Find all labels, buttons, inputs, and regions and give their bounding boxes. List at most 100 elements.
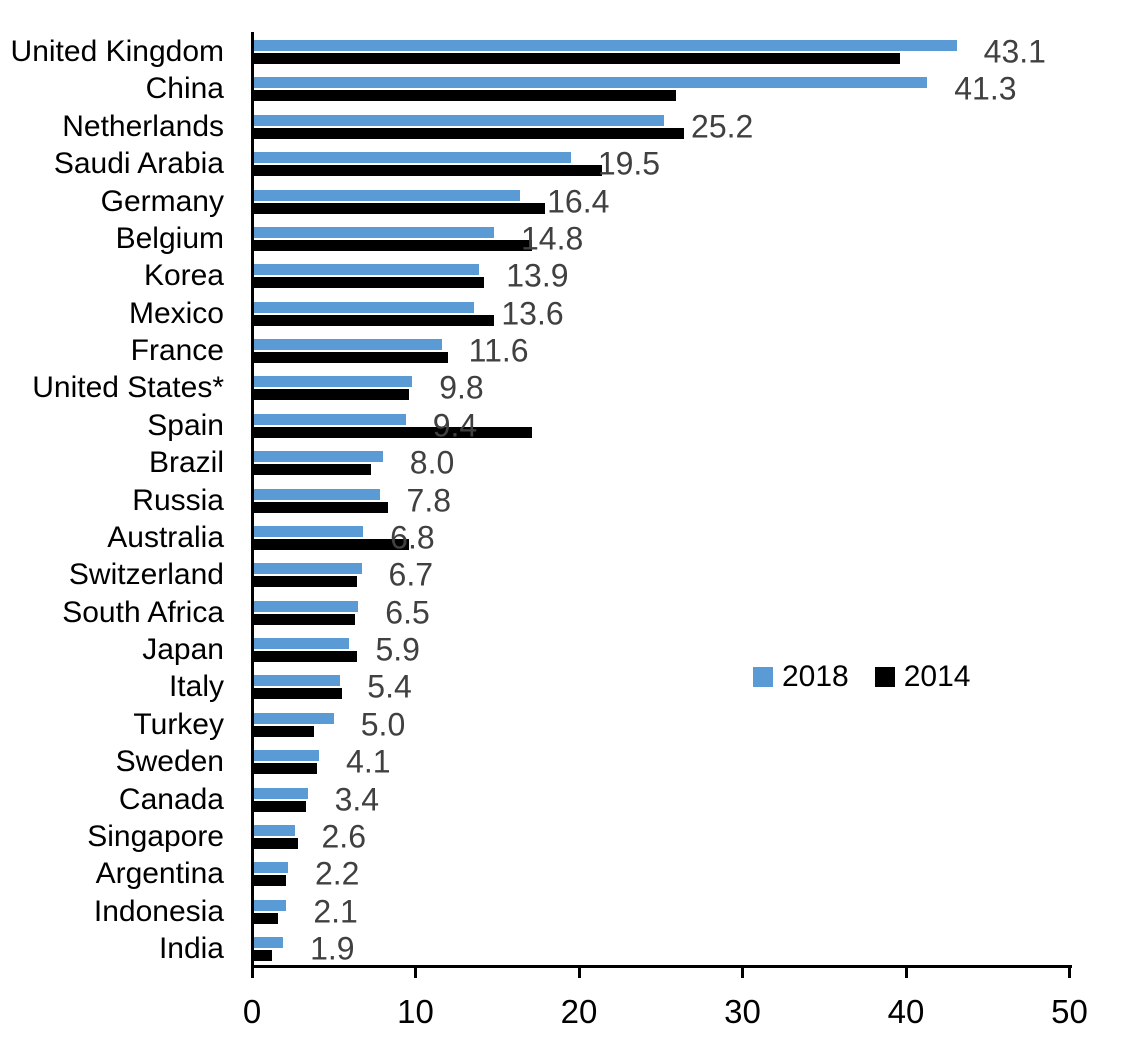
x-tick-mark [250,967,254,978]
value-label: 43.1 [983,33,1046,70]
legend-swatch-icon [874,667,895,687]
value-label: 8.0 [409,444,455,481]
bar-2014 [252,763,318,775]
x-tick-mark [904,967,908,978]
bar-2018 [252,264,480,276]
bar-2018 [252,600,359,612]
x-tick-label: 10 [397,993,434,1030]
x-tick-label: 0 [242,993,262,1030]
bar-2014 [252,202,545,214]
value-label: 13.9 [506,257,569,294]
bar-2018 [252,376,413,388]
bar-2014 [252,127,684,139]
bar-2018 [252,787,308,799]
legend-label: 2018 [782,660,849,693]
bar-2018 [252,114,664,126]
bar-2018 [252,675,341,687]
category-label: Canada [118,782,224,816]
bar-2014 [252,426,532,438]
bar-2018 [252,339,442,350]
category-label: Italy [168,670,224,704]
bar-2014 [252,277,485,289]
value-label: 7.8 [406,482,451,518]
x-tick-mark [741,967,744,978]
category-label: Argentina [95,857,224,891]
bar-2014 [252,875,287,887]
bar-2018 [252,226,494,238]
bar-2018 [252,152,571,164]
legend: 2018 2014 [753,660,971,694]
bar-2018 [252,937,284,948]
bar-2014 [252,950,272,961]
x-tick-label: 30 [724,993,761,1030]
legend-item-2018: 2018 [753,660,849,694]
bar-2014 [252,53,900,64]
bar-2018 [252,750,319,762]
value-label: 9.4 [432,407,478,444]
category-label: South Africa [62,595,224,629]
category-label: United Kingdom [10,35,224,68]
x-tick-label: 40 [887,993,925,1030]
bar-2014 [252,688,342,700]
category-label: Spain [147,408,224,442]
bar-2018 [252,824,295,836]
bar-2018 [252,189,521,201]
bar-2018 [252,862,288,874]
x-tick-label: 20 [560,993,598,1030]
value-label: 5.9 [375,631,420,668]
category-label: France [130,334,224,367]
x-tick-mark [414,967,417,978]
category-label: Netherlands [62,109,224,143]
value-label: 6.5 [385,594,430,631]
category-label: Russia [132,483,224,517]
x-tick-mark [577,967,581,978]
bar-2014 [252,501,388,513]
value-label: 9.8 [439,369,484,406]
value-label: 6.8 [390,519,435,556]
bar-2014 [252,725,315,737]
bar-2018 [252,712,334,724]
category-label: United States* [32,371,224,405]
value-label: 14.8 [520,220,584,257]
value-label: 5.4 [367,668,412,705]
value-label: 2.2 [314,855,360,892]
value-label: 19.5 [597,145,661,182]
value-label: 4.1 [346,743,391,780]
bar-2014 [252,464,372,476]
bar-2014 [252,314,494,326]
category-label: Saudi Arabia [53,147,224,181]
x-axis-line [251,965,1072,968]
value-label: 41.3 [954,70,1017,107]
x-tick-label: 50 [1051,993,1088,1030]
bar-2018 [252,413,406,425]
bar-2014 [252,165,602,177]
x-tick-mark [1068,967,1071,978]
category-label: Mexico [128,296,224,330]
legend-swatch-icon [753,667,773,687]
value-label: 1.9 [310,930,355,967]
value-label: 25.2 [691,108,754,145]
value-label: 13.6 [501,295,564,332]
category-label: Japan [142,633,224,666]
bar-2014 [252,651,357,662]
bar-2018 [252,451,383,463]
category-label: Brazil [148,446,224,480]
value-label: 2.6 [321,818,366,855]
bar-2014 [252,912,279,924]
bar-2014 [252,837,298,849]
bar-2014 [252,800,306,812]
category-label: Indonesia [93,894,224,928]
bar-2014 [252,613,355,625]
bar-2018 [252,40,957,51]
value-label: 5.0 [360,706,406,743]
bar-2018 [252,525,364,537]
bar-2018 [252,563,362,575]
bar-2014 [252,576,357,588]
bar-2018 [252,488,380,500]
legend-item-2014: 2014 [874,660,971,694]
category-label: Belgium [115,221,224,255]
category-label: India [158,932,224,965]
category-label: Singapore [87,819,224,853]
value-label: 6.7 [388,556,434,593]
